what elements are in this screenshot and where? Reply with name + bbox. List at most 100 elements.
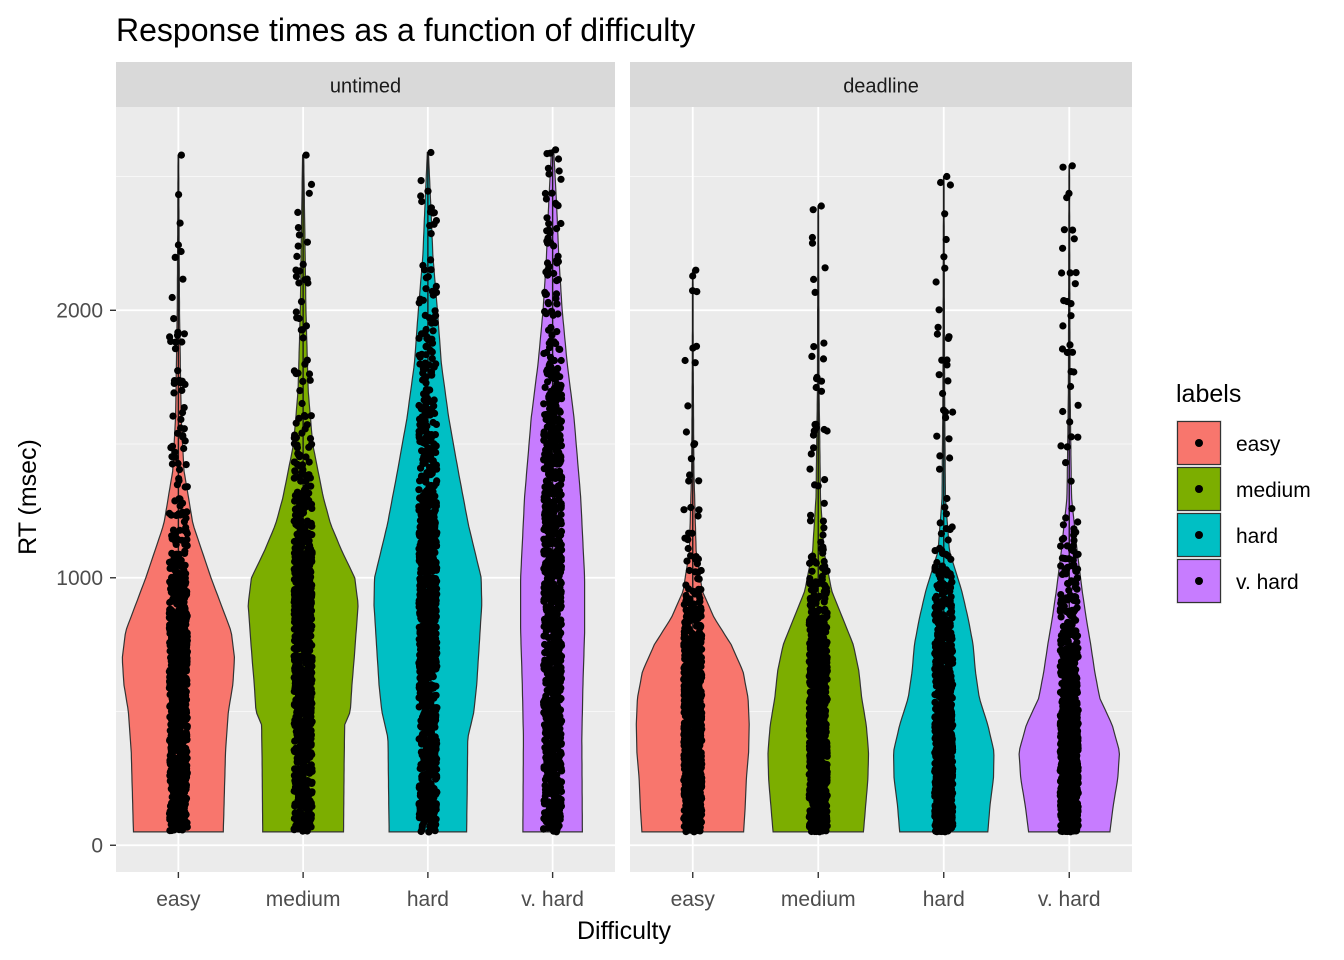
data-point xyxy=(422,706,430,714)
data-point xyxy=(683,646,691,654)
data-point xyxy=(431,741,439,749)
data-point xyxy=(422,373,430,381)
data-point xyxy=(543,731,551,740)
data-point xyxy=(428,469,436,477)
data-point xyxy=(546,640,555,648)
data-point xyxy=(165,609,173,618)
data-point xyxy=(695,598,703,607)
data-point xyxy=(553,328,561,336)
data-point xyxy=(422,285,430,293)
data-point xyxy=(171,821,179,829)
data-point xyxy=(167,713,175,721)
data-point xyxy=(172,338,180,346)
data-point xyxy=(428,760,436,768)
data-point xyxy=(292,672,300,680)
data-point xyxy=(680,676,688,684)
data-point xyxy=(428,577,436,585)
data-point xyxy=(557,541,565,549)
data-point xyxy=(171,253,179,261)
data-point xyxy=(557,356,565,365)
data-point xyxy=(169,721,177,729)
data-point xyxy=(303,356,311,364)
data-point xyxy=(550,793,558,801)
data-point-max xyxy=(552,146,560,154)
data-point-max xyxy=(177,151,185,159)
data-point xyxy=(545,719,553,727)
data-point xyxy=(290,458,299,466)
data-point xyxy=(415,603,423,611)
data-point xyxy=(176,502,184,510)
data-point xyxy=(173,481,181,489)
data-point xyxy=(545,226,553,234)
data-point xyxy=(175,793,183,801)
data-point xyxy=(550,650,559,658)
data-point xyxy=(682,428,691,436)
data-point xyxy=(685,566,694,575)
data-point xyxy=(177,556,185,564)
data-point xyxy=(541,798,549,806)
data-point xyxy=(432,665,440,673)
data-point xyxy=(176,746,184,755)
data-point xyxy=(680,722,688,731)
data-point xyxy=(294,766,303,775)
data-point xyxy=(180,629,188,637)
chart-title: Response times as a function of difficul… xyxy=(116,12,695,48)
data-point xyxy=(181,785,189,793)
data-point xyxy=(418,732,426,740)
data-point xyxy=(297,623,305,631)
data-point xyxy=(692,646,700,654)
data-point xyxy=(292,308,300,316)
data-point xyxy=(302,477,310,485)
data-point xyxy=(419,758,427,767)
data-point xyxy=(427,256,435,264)
data-point xyxy=(294,577,302,585)
data-point xyxy=(297,554,306,562)
data-point xyxy=(545,391,554,399)
data-point xyxy=(299,377,307,385)
data-point xyxy=(304,808,312,816)
data-point xyxy=(544,668,552,676)
data-point xyxy=(545,674,553,682)
data-point xyxy=(305,587,313,595)
data-point xyxy=(176,672,184,680)
data-point xyxy=(165,509,173,517)
data-point xyxy=(307,500,316,508)
data-point xyxy=(179,275,187,283)
data-point xyxy=(420,575,428,583)
data-point xyxy=(169,656,177,665)
data-point xyxy=(544,511,553,519)
data-point xyxy=(551,515,560,524)
data-point xyxy=(421,421,429,429)
data-point xyxy=(690,706,699,714)
data-point xyxy=(418,775,426,783)
data-point xyxy=(692,655,700,663)
data-point xyxy=(306,752,314,760)
data-point xyxy=(183,483,191,491)
data-point xyxy=(542,789,550,797)
data-point xyxy=(422,274,430,282)
data-point xyxy=(418,666,426,675)
data-point xyxy=(555,530,563,538)
data-point xyxy=(684,536,692,544)
data-point xyxy=(697,764,705,772)
data-point xyxy=(553,380,561,388)
data-point xyxy=(291,656,299,664)
data-point xyxy=(428,319,436,327)
data-point xyxy=(168,460,176,468)
data-point xyxy=(684,544,692,553)
data-point xyxy=(291,777,299,785)
data-point xyxy=(293,314,301,322)
data-point xyxy=(179,773,187,781)
data-point xyxy=(175,466,184,474)
data-point xyxy=(693,745,702,754)
data-point xyxy=(686,627,694,635)
data-point xyxy=(544,164,553,172)
data-point xyxy=(177,247,185,256)
data-point xyxy=(555,556,563,564)
data-point xyxy=(291,664,299,673)
data-point xyxy=(429,457,437,465)
data-point xyxy=(301,425,309,433)
data-point xyxy=(294,369,302,377)
data-point xyxy=(174,535,182,543)
